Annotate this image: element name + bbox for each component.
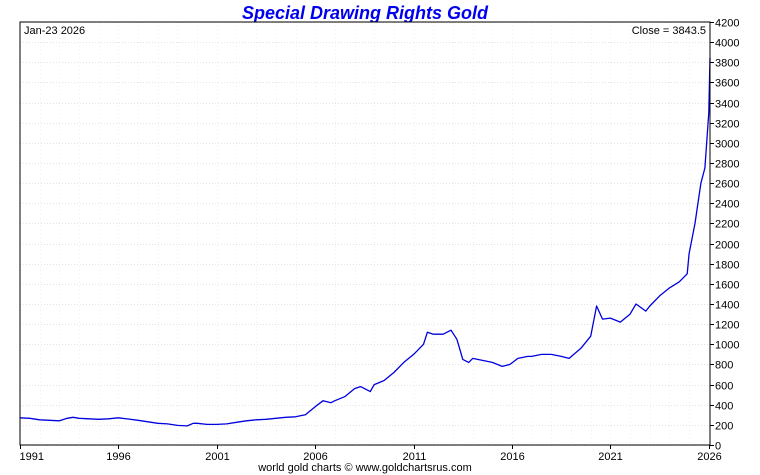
chart-title: Special Drawing Rights Gold [241,3,489,23]
y-tick-label: 2200 [715,219,739,231]
y-tick-label: 3200 [715,119,739,131]
x-tick-label: 2016 [500,451,524,463]
y-tick-label: 0 [715,441,721,453]
y-tick-label: 1800 [715,260,739,272]
y-tick-label: 2000 [715,240,739,252]
y-tick-label: 400 [715,401,733,413]
date-label: Jan-23 2026 [24,25,85,37]
x-tick-label: 2011 [403,451,427,463]
y-tick-label: 200 [715,421,733,433]
axes: 0 200 400 600 800 1000 1200 1400 1600 1800 2000 220… [20,18,740,464]
y-tick-label: 800 [715,360,733,372]
plot-frame [19,21,711,446]
x-tick-label: 2026 [697,451,721,463]
y-tick-label: 1200 [715,320,739,332]
y-tick-label: 2800 [715,159,739,171]
x-tick-label: 1996 [106,451,130,463]
y-tick-label: 4000 [715,38,739,50]
x-tick-label: 2001 [205,451,229,463]
x-tick-label: 2021 [598,451,622,463]
close-label: Close = 3843.5 [632,25,706,37]
y-tick-label: 1400 [715,300,739,312]
series-line [19,57,711,427]
footer-credit: world gold charts © www.goldchartsrus.co… [258,462,472,474]
x-tick-label: 1991 [20,451,44,463]
y-tick-label: 3600 [715,78,739,90]
y-tick-label: 3800 [715,58,739,70]
y-tick-label: 2600 [715,179,739,191]
y-tick-label: 4200 [715,18,739,30]
y-tick-label: 1600 [715,280,739,292]
series-line-group [19,57,711,427]
y-tick-label: 3000 [715,139,739,151]
y-tick-label: 1000 [715,340,739,352]
y-tick-label: 2400 [715,199,739,211]
y-tick-label: 600 [715,381,733,393]
y-tick-label: 3400 [715,99,739,111]
x-tick-label: 2006 [303,451,327,463]
plot-background [20,22,710,445]
